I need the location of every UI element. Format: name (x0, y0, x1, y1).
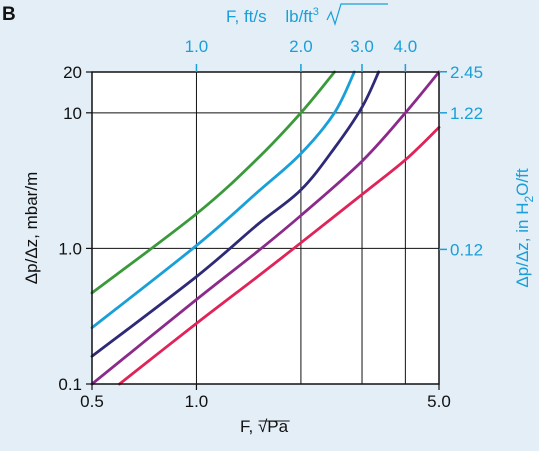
x-axis-title: F, √Pa (240, 417, 289, 436)
y-axis-title: Δp/Δz, mbar/m (22, 172, 41, 284)
plot-frame (91, 71, 440, 385)
series-layer (90, 70, 441, 386)
y-tick-label: 10 (63, 104, 82, 123)
series-line-2 (90, 70, 356, 330)
y-tick-label: 20 (63, 63, 82, 82)
panel-label: B (2, 4, 16, 25)
x-tick-label: 5.0 (427, 392, 451, 411)
ticks-layer: 0.5 1.0 5.0 0.1 1.0 10 20 1.0 2.0 3.0 4.0 0.12 1.22 2… (58, 37, 483, 422)
right-tick-label: 0.12 (450, 240, 483, 259)
plot-area (92, 72, 439, 384)
right-axis-title: Δp/Δz, in H2O/ft (513, 168, 536, 287)
top-tick-label: 1.0 (185, 37, 209, 56)
right-tick-label: 2.45 (450, 63, 483, 82)
y-tick-label: 0.1 (58, 375, 82, 394)
y-tick-label: 1.0 (58, 239, 82, 258)
series-line-4 (90, 70, 441, 386)
right-tick-label: 1.22 (450, 104, 483, 123)
series-line-5 (118, 126, 441, 386)
x-tick-label: 1.0 (185, 392, 209, 411)
series-line-1 (90, 70, 336, 295)
top-tick-label: 4.0 (394, 37, 418, 56)
series-line-3 (90, 70, 380, 358)
top-tick-label: 2.0 (289, 37, 313, 56)
top-tick-label: 3.0 (350, 37, 374, 56)
top-axis-root-sign (326, 3, 388, 26)
x-tick-label: 0.5 (80, 392, 104, 411)
top-axis-title: F, ft/s lb/ft3 (226, 6, 319, 26)
